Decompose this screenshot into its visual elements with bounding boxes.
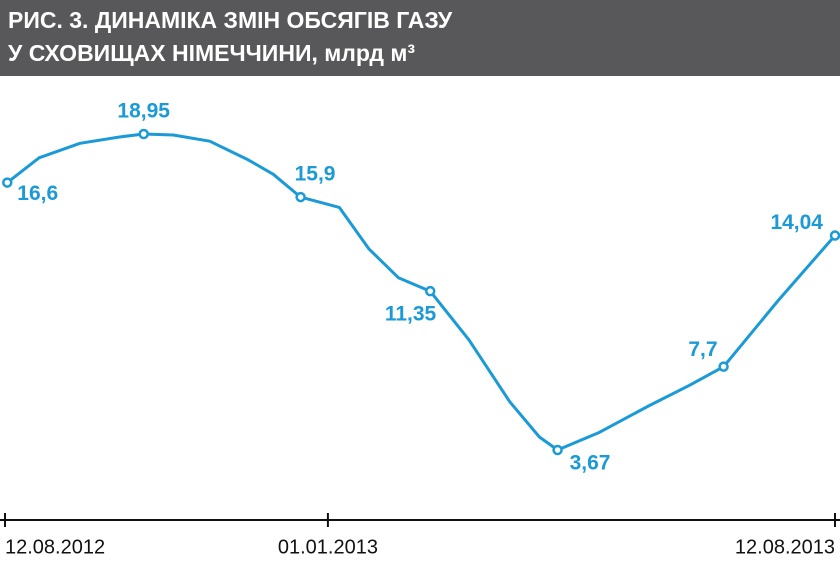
x-tick-label: 12.08.2012 — [5, 536, 105, 558]
data-label: 14,04 — [770, 211, 823, 234]
data-point — [424, 285, 436, 297]
data-label: 3,67 — [570, 452, 611, 475]
data-point — [829, 230, 840, 241]
data-label: 7,7 — [688, 338, 717, 361]
chart-title: РИС. 3. ДИНАМІКА ЗМІН ОБСЯГІВ ГАЗУ — [8, 7, 453, 33]
data-label: 18,95 — [117, 100, 170, 123]
title-banner — [0, 0, 840, 76]
data-label: 15,9 — [295, 163, 336, 186]
data-point — [718, 361, 729, 372]
data-label: 16,6 — [17, 182, 58, 205]
data-point — [552, 444, 563, 456]
chart-title: У СХОВИЩАХ НІМЕЧЧИНИ, млрд м³ — [8, 40, 415, 66]
data-point — [2, 177, 13, 188]
x-tick-label: 01.01.2013 — [278, 536, 378, 558]
data-point — [295, 191, 306, 203]
data-label: 11,35 — [385, 303, 437, 326]
x-tick-label: 12.08.2013 — [735, 536, 835, 558]
data-point — [138, 128, 149, 140]
data-line — [6, 132, 837, 452]
